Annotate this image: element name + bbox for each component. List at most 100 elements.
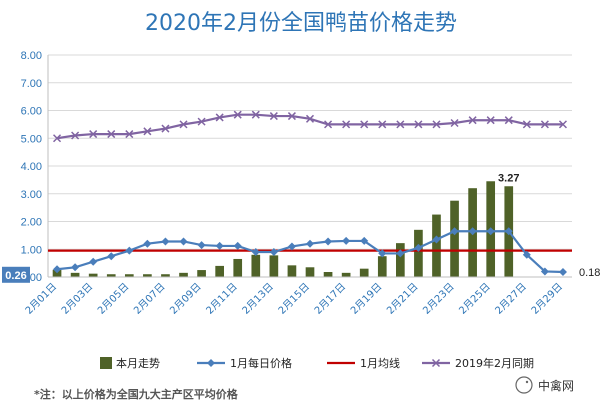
x-tick-label: 2月25日 [457,281,493,317]
point [233,110,242,119]
point [107,130,116,139]
point [287,242,296,251]
point [89,130,98,139]
point [197,117,206,126]
point [378,120,387,129]
point [125,130,134,139]
point [306,239,314,248]
x-tick-label: 2月09日 [168,281,204,317]
data-label: 0.26 [5,270,26,282]
bar [215,265,224,277]
bar [251,254,261,277]
bar [269,255,279,277]
point [53,265,62,274]
bar [414,229,423,277]
bar [377,256,387,277]
x-tick-label: 2月21日 [384,281,420,317]
y-tick-label: 8.00 [21,50,42,62]
point [522,250,531,259]
x-tick-label: 2月23日 [421,281,457,317]
bar [106,274,116,277]
point [233,241,242,250]
point [522,120,531,129]
chart-title: 2020年2月份全国鸭苗价格走势 [145,11,457,36]
data-label: 0.18 [579,267,600,279]
legend: 本月走势 1月每日价格 1月均线 2019年2月同期 [100,356,534,370]
chick-logo-icon [515,376,533,394]
point [215,241,224,250]
x-tick-label: 2月01日 [23,281,59,317]
bar [287,265,297,277]
bar [305,267,315,277]
point [360,236,369,245]
point [107,252,116,261]
point [558,120,567,129]
point [342,236,351,245]
bar [396,243,405,277]
bar [450,200,459,277]
point [504,116,513,125]
line-series [53,110,567,277]
point [414,120,423,129]
data-label-box [2,266,30,283]
point [143,127,152,136]
point [504,227,513,236]
bar [88,273,98,277]
point [486,227,495,236]
bar [197,270,206,277]
point [125,246,134,255]
x-tick-label: 2月07日 [131,281,167,317]
x-tick-label: 2月19日 [348,281,384,317]
data-label: 3.27 [498,172,519,184]
y-tick-label: 7.00 [21,78,42,90]
point [161,124,170,133]
point [161,237,170,246]
point [71,263,80,272]
point [342,120,351,129]
y-tick-label: 3.00 [21,189,42,201]
point [53,134,62,143]
point [558,268,567,277]
y-tick-label: 5.00 [21,133,42,145]
x-tick-label: 2月29日 [529,281,565,317]
point [197,241,206,250]
point [396,249,405,258]
point [179,237,188,246]
bar [179,272,188,277]
point [324,237,333,246]
bar [70,272,80,277]
watermark: 中禽网 [515,376,574,394]
y-axis: 0.001.002.003.004.005.006.007.008.00 [21,50,49,284]
x-tick-label: 2月13日 [240,281,276,317]
legend-marker [431,358,441,368]
point [71,131,80,140]
data-labels: 3.27 0.26 0.18 [2,172,600,283]
legend-swatch [100,357,112,369]
point [468,227,477,236]
legend-label: 本月走势 [116,356,160,370]
legend-label: 1月每日价格 [230,356,292,370]
x-tick-label: 2月11日 [204,281,240,317]
legend-marker [207,359,215,367]
watermark-brand: 中禽网 [538,378,574,393]
bar [161,274,170,277]
point [251,110,260,119]
y-tick-label: 2.00 [21,217,42,229]
point [432,235,441,244]
point [143,239,152,248]
footnote: *注：以上价格为全国九大主产区平均价格 [34,387,239,401]
point [432,120,441,129]
bar [359,268,369,277]
point [486,116,495,125]
bar [432,214,441,277]
point [269,112,278,121]
point [251,248,260,257]
legend-label: 1月均线 [360,356,400,370]
point [450,227,459,236]
x-tick-label: 2月15日 [276,281,312,317]
point [450,118,459,128]
bar-series [52,181,514,277]
x-tick-label: 2月17日 [312,281,348,317]
point [215,113,224,122]
